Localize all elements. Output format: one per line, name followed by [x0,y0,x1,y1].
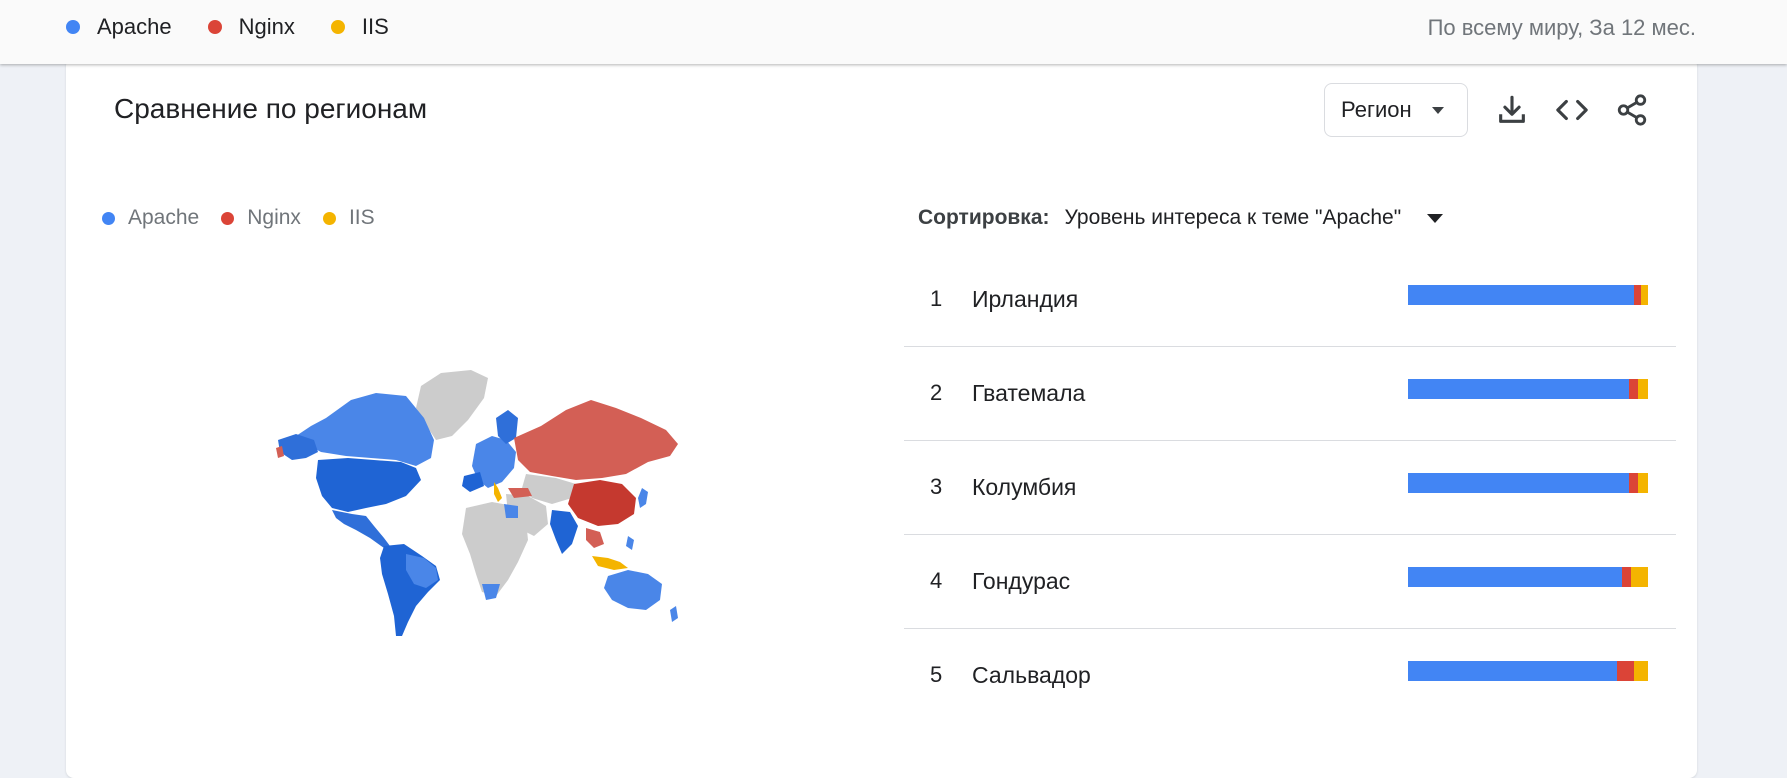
nginx-dot-icon [207,20,222,34]
map-region-russia[interactable] [514,400,678,480]
share-icon [1617,94,1647,126]
top-legend-label-nginx: Nginx [238,14,295,39]
region-share-bar [1408,661,1648,681]
region-dropdown-label: Регион [1341,97,1412,122]
top-legend-item-iis[interactable]: IIS [330,14,389,40]
nginx-dot-icon [221,211,235,225]
region-share-bar [1408,567,1648,587]
sort-control[interactable]: Сортировка: Уровень интереса к теме "Apa… [918,206,1444,230]
top-legend-bar: Apache Nginx IIS По всему миру, За 12 ме… [0,0,1787,64]
region-share-bar [1408,379,1648,399]
region-row[interactable]: 1 Ирландия [904,253,1676,347]
region-rank: 3 [930,474,943,499]
share-segment-nginx [1621,567,1632,587]
map-region-india[interactable] [550,510,578,554]
map-region-iberia[interactable] [462,472,484,492]
share-segment-iis [1640,285,1648,305]
region-rank: 5 [930,662,943,687]
region-rank: 4 [930,568,943,593]
region-name: Сальвадор [972,662,1091,688]
download-icon [1499,95,1525,123]
iis-dot-icon [322,211,336,225]
share-segment-nginx [1628,379,1639,399]
map-region-italy[interactable] [494,482,502,502]
top-legend-item-apache[interactable]: Apache [66,14,172,40]
top-legend: Apache Nginx IIS [66,14,425,40]
map-region-australia[interactable] [604,570,662,610]
map-region-usa[interactable] [316,458,421,512]
map-legend-label-iis: IIS [348,206,375,229]
map-legend-label-apache: Apache [128,206,200,229]
share-segment-apache [1408,661,1617,681]
apache-dot-icon [66,20,80,34]
share-segment-iis [1638,379,1648,399]
download-button[interactable] [1492,90,1532,130]
iis-dot-icon [330,20,345,34]
share-segment-apache [1408,285,1634,305]
map-legend-item-nginx[interactable]: Nginx [221,206,301,230]
region-rank: 2 [930,380,943,405]
caret-down-icon [1431,106,1444,114]
sort-label: Сортировка: [918,206,1050,229]
card-title: Сравнение по регионам [114,93,428,124]
map-region-scandinavia[interactable] [496,410,518,444]
map-region-philippines[interactable] [626,536,634,550]
map-legend-label-nginx: Nginx [247,206,301,229]
sort-value: Уровень интереса к теме "Apache" [1064,206,1402,229]
share-segment-nginx [1616,661,1634,681]
code-icon [1556,99,1588,121]
region-list: 1 Ирландия 2 Гватемала 3 Колумбия 4 Гонд… [904,253,1676,723]
map-region-se-asia[interactable] [586,528,604,548]
map-region-africa[interactable] [462,502,528,596]
map-region-new-zealand[interactable] [670,606,678,622]
share-segment-nginx [1628,473,1639,493]
map-region-mexico[interactable] [332,510,390,548]
region-share-bar [1408,473,1648,493]
map-region-indonesia[interactable] [592,556,628,570]
scope-filter[interactable]: По всему миру, За 12 мес. [1427,15,1696,40]
region-name: Колумбия [972,474,1077,500]
map-region-alaska-tip[interactable] [276,446,284,458]
region-row[interactable]: 5 Сальвадор [904,629,1676,723]
region-comparison-card: Сравнение по регионам Регион Apache [66,58,1697,778]
region-row[interactable]: 3 Колумбия [904,441,1676,535]
map-legend-item-iis[interactable]: IIS [322,206,375,230]
share-button[interactable] [1612,90,1652,130]
map-region-canada[interactable] [296,393,434,466]
share-segment-iis [1638,473,1648,493]
share-segment-nginx [1633,285,1641,305]
share-segment-iis [1633,661,1648,681]
top-legend-label-apache: Apache [97,14,172,39]
top-legend-item-nginx[interactable]: Nginx [207,14,295,40]
region-share-bar [1408,285,1648,305]
share-segment-apache [1408,567,1622,587]
map-region-turkey[interactable] [508,488,532,498]
map-region-egypt[interactable] [504,504,518,518]
sort-caret-down-icon [1427,213,1444,223]
map-region-europe[interactable] [472,436,516,488]
map-region-greenland[interactable] [416,370,488,440]
map-legend: Apache Nginx IIS [102,206,397,230]
region-name: Гондурас [972,568,1071,594]
top-legend-label-iis: IIS [361,14,389,39]
map-region-south-africa[interactable] [482,584,500,600]
region-dropdown[interactable]: Регион [1324,83,1468,137]
map-region-brazil[interactable] [406,554,438,588]
embed-button[interactable] [1552,90,1592,130]
region-name: Ирландия [972,286,1079,312]
region-row[interactable]: 2 Гватемала [904,347,1676,441]
share-segment-iis [1631,567,1648,587]
share-segment-apache [1408,379,1629,399]
map-region-alaska[interactable] [278,434,318,460]
world-map[interactable] [256,348,716,638]
map-region-china[interactable] [568,480,636,526]
apache-dot-icon [102,211,115,225]
map-region-central-asia[interactable] [522,474,576,504]
share-segment-apache [1408,473,1629,493]
region-name: Гватемала [972,380,1086,406]
region-rank: 1 [930,286,943,311]
region-row[interactable]: 4 Гондурас [904,535,1676,629]
map-region-japan[interactable] [638,488,648,508]
map-legend-item-apache[interactable]: Apache [102,206,199,230]
